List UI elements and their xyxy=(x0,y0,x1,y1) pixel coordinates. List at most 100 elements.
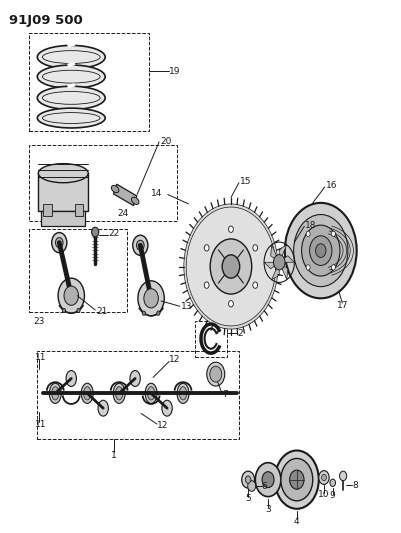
Circle shape xyxy=(142,311,145,316)
Text: 13: 13 xyxy=(180,302,192,311)
Text: 4: 4 xyxy=(293,517,299,526)
Circle shape xyxy=(330,265,334,270)
Ellipse shape xyxy=(38,164,88,183)
Bar xyxy=(43,204,52,216)
Ellipse shape xyxy=(145,383,157,403)
Circle shape xyxy=(329,479,335,487)
Ellipse shape xyxy=(66,370,76,386)
Circle shape xyxy=(301,225,339,276)
Circle shape xyxy=(306,265,309,270)
Circle shape xyxy=(62,309,65,313)
Text: 23: 23 xyxy=(33,317,45,326)
Circle shape xyxy=(309,236,331,265)
Circle shape xyxy=(55,238,63,248)
Bar xyxy=(194,320,227,357)
Polygon shape xyxy=(279,262,287,280)
Circle shape xyxy=(132,235,148,255)
Ellipse shape xyxy=(131,197,139,204)
Bar xyxy=(29,33,149,131)
Text: 18: 18 xyxy=(304,221,316,230)
Text: 9: 9 xyxy=(329,491,335,500)
Circle shape xyxy=(204,245,209,251)
Text: 8: 8 xyxy=(351,481,357,490)
Circle shape xyxy=(91,227,99,237)
Circle shape xyxy=(306,231,309,237)
Polygon shape xyxy=(263,262,279,269)
Circle shape xyxy=(315,244,325,257)
Circle shape xyxy=(252,282,257,288)
Polygon shape xyxy=(113,184,136,206)
Circle shape xyxy=(280,458,312,501)
Circle shape xyxy=(318,471,328,484)
Circle shape xyxy=(228,301,233,307)
Ellipse shape xyxy=(147,387,154,400)
Ellipse shape xyxy=(42,51,100,63)
Circle shape xyxy=(284,203,356,298)
Circle shape xyxy=(261,472,273,488)
Circle shape xyxy=(156,311,160,316)
Ellipse shape xyxy=(83,387,91,400)
Text: 5: 5 xyxy=(245,494,250,503)
Circle shape xyxy=(241,471,254,488)
Ellipse shape xyxy=(42,92,100,104)
Ellipse shape xyxy=(42,112,100,124)
Text: 12: 12 xyxy=(157,421,168,430)
Circle shape xyxy=(245,476,250,483)
Circle shape xyxy=(273,255,284,270)
Circle shape xyxy=(183,204,277,329)
Ellipse shape xyxy=(37,108,105,128)
Ellipse shape xyxy=(37,65,105,88)
Circle shape xyxy=(52,232,67,253)
Polygon shape xyxy=(279,245,286,262)
Ellipse shape xyxy=(81,383,93,403)
Polygon shape xyxy=(279,256,294,262)
Bar xyxy=(38,173,88,212)
Text: 21: 21 xyxy=(96,306,107,316)
Ellipse shape xyxy=(37,86,105,110)
Circle shape xyxy=(255,463,280,497)
Ellipse shape xyxy=(176,383,188,403)
Text: 7: 7 xyxy=(222,390,227,399)
Circle shape xyxy=(247,481,255,491)
Circle shape xyxy=(64,286,78,305)
Ellipse shape xyxy=(179,387,186,400)
Circle shape xyxy=(339,471,346,481)
Ellipse shape xyxy=(111,185,119,192)
Circle shape xyxy=(206,362,224,386)
Text: 11: 11 xyxy=(35,419,47,429)
Ellipse shape xyxy=(162,400,172,416)
Text: 15: 15 xyxy=(239,176,251,185)
Circle shape xyxy=(293,215,347,287)
Circle shape xyxy=(58,278,84,313)
Circle shape xyxy=(136,240,144,251)
Circle shape xyxy=(138,281,164,316)
Circle shape xyxy=(77,309,80,313)
Bar xyxy=(75,204,83,216)
Circle shape xyxy=(330,231,334,237)
Ellipse shape xyxy=(130,370,140,386)
Circle shape xyxy=(186,207,275,326)
Text: 6: 6 xyxy=(261,481,267,490)
Circle shape xyxy=(210,239,251,294)
Text: 91J09 500: 91J09 500 xyxy=(9,13,83,27)
Bar xyxy=(41,212,85,226)
Circle shape xyxy=(321,474,326,481)
Circle shape xyxy=(204,282,209,288)
Circle shape xyxy=(274,450,318,509)
Circle shape xyxy=(144,289,158,308)
Circle shape xyxy=(209,366,221,382)
Ellipse shape xyxy=(42,70,100,83)
Ellipse shape xyxy=(115,387,122,400)
Ellipse shape xyxy=(52,387,59,400)
Bar xyxy=(37,351,238,439)
Ellipse shape xyxy=(113,383,125,403)
Text: 3: 3 xyxy=(265,505,270,514)
Polygon shape xyxy=(270,245,279,262)
Text: 2: 2 xyxy=(237,329,242,338)
Bar xyxy=(29,229,127,312)
Polygon shape xyxy=(271,262,279,280)
Bar xyxy=(29,144,176,221)
Circle shape xyxy=(252,245,257,251)
Text: 10: 10 xyxy=(318,490,329,499)
Text: 22: 22 xyxy=(109,229,120,238)
